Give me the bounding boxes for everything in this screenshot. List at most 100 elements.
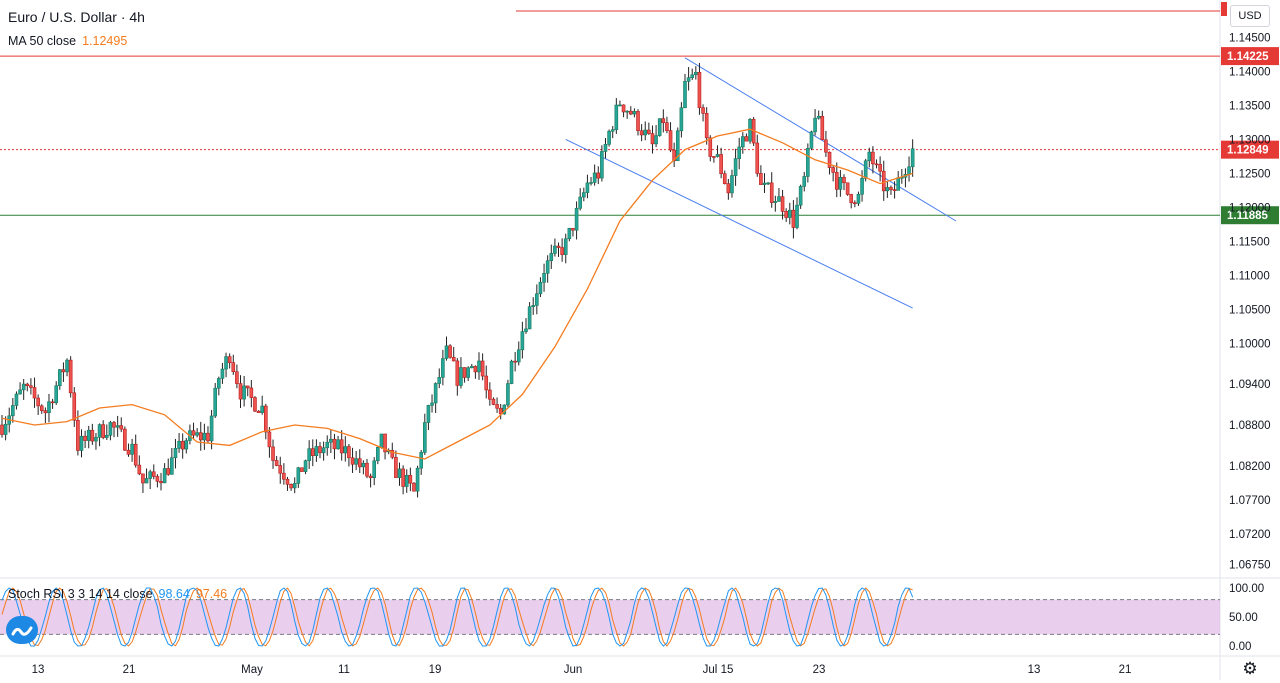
settings-gear-icon[interactable]: ⚙ — [1242, 659, 1258, 678]
candle-body — [307, 448, 311, 461]
candle-body — [180, 440, 185, 450]
candle-body — [198, 432, 203, 441]
price-tick-label: 1.09400 — [1229, 379, 1271, 391]
candle-body — [166, 468, 171, 475]
candle-body — [310, 448, 315, 456]
candle-body — [538, 281, 543, 295]
price-tick-label: 1.14500 — [1229, 32, 1271, 44]
candle-body — [83, 435, 87, 441]
currency-button[interactable]: USD — [1230, 5, 1270, 27]
candle-body — [469, 366, 474, 369]
stoch-rsi-label: Stoch RSI 3 3 14 14 close — [8, 587, 153, 601]
candle-body — [813, 117, 817, 133]
time-tick-label: 23 — [813, 664, 826, 676]
candle-body — [115, 425, 120, 428]
candle-body — [708, 137, 713, 157]
price-tick-label: 1.06750 — [1229, 559, 1271, 571]
candle-body — [628, 110, 633, 115]
candle-body — [267, 431, 272, 448]
logo-glyph — [11, 626, 33, 636]
candle-body — [213, 387, 218, 417]
candle-body — [863, 160, 868, 179]
price-tick-label: 1.14000 — [1229, 66, 1271, 78]
candle-body — [282, 472, 286, 480]
price-tick-label: 1.08200 — [1229, 461, 1271, 473]
candle-body — [657, 118, 662, 136]
candle-body — [332, 438, 337, 450]
candle-body — [79, 435, 84, 451]
candle-body — [61, 369, 66, 373]
candle-body — [603, 143, 608, 152]
candlesticks — [0, 62, 915, 498]
candle-body — [516, 349, 521, 363]
candle-body — [798, 186, 803, 206]
candle-body — [679, 107, 684, 132]
price-tick-label: 1.11000 — [1229, 270, 1270, 282]
candle-body — [289, 484, 293, 489]
axes: 1.14500 1.14000 1.13500 1.13000 1.12500 1.120… — [32, 32, 1271, 676]
current-label: 1.12849 — [1227, 145, 1269, 157]
current-label-box — [1221, 140, 1279, 159]
candle-body — [415, 467, 420, 492]
ma-legend-value: 1.12495 — [82, 34, 128, 48]
candle-body — [715, 154, 720, 157]
candle-body — [491, 398, 496, 405]
candle-body — [173, 448, 178, 458]
candle-body — [227, 356, 232, 363]
candle-body — [842, 177, 846, 184]
candle-body — [838, 177, 843, 190]
price-tick-label: 1.10000 — [1229, 338, 1271, 350]
candle-body — [665, 122, 669, 131]
upper-channel-line — [684, 57, 957, 222]
candle-body — [712, 156, 716, 158]
candle-body — [325, 441, 330, 449]
stoch-rsi-k-value: 98.64 — [158, 587, 190, 601]
candle-body — [560, 247, 564, 255]
candle-body — [632, 111, 637, 115]
time-tick-label: Jun — [564, 664, 583, 676]
candle-body — [874, 163, 879, 166]
candle-body — [195, 432, 199, 436]
candle-body — [784, 211, 788, 218]
resistance-label: 1.14225 — [1227, 51, 1269, 63]
candle-body — [235, 371, 239, 384]
candle-body — [574, 207, 579, 231]
candle-body — [531, 305, 536, 307]
candle-body — [867, 151, 872, 162]
candle-body — [303, 460, 308, 472]
candle-body — [726, 183, 731, 194]
candle-body — [759, 173, 763, 185]
candle-body — [300, 467, 304, 472]
candle-body — [647, 129, 651, 134]
candle-body — [350, 457, 355, 465]
candle-body — [437, 377, 442, 384]
candle-body — [600, 151, 604, 179]
candle-body — [462, 367, 467, 378]
ma-line — [1, 128, 913, 460]
candle-body — [816, 116, 821, 119]
candle-body — [741, 136, 745, 148]
candle-body — [112, 422, 116, 428]
candle-body — [292, 483, 297, 489]
candle-body — [668, 130, 673, 151]
candle-body — [889, 187, 893, 190]
candle-body — [159, 480, 163, 484]
candle-body — [607, 130, 611, 145]
tradingview-logo-icon[interactable] — [6, 616, 38, 644]
candle-body — [130, 443, 134, 455]
candle-body — [480, 360, 485, 377]
candle-body — [94, 436, 98, 442]
candle-body — [14, 393, 19, 406]
stoch-rsi-tick-label: 50.00 — [1229, 612, 1258, 624]
candle-body — [191, 430, 196, 436]
candle-body — [104, 435, 109, 438]
candle-body — [495, 404, 499, 409]
candle-body — [589, 182, 593, 184]
candle-body — [321, 447, 326, 454]
candle-body — [278, 465, 283, 474]
candle-body — [25, 383, 30, 387]
candle-body — [137, 464, 142, 475]
